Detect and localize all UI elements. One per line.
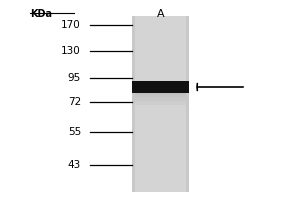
Bar xyxy=(135,95,186,97)
Bar xyxy=(135,100,186,102)
Text: 95: 95 xyxy=(68,73,81,83)
Text: KDa: KDa xyxy=(30,9,52,19)
Text: 72: 72 xyxy=(68,97,81,107)
Bar xyxy=(132,16,189,192)
Bar xyxy=(135,102,186,104)
Bar xyxy=(135,92,186,95)
Bar xyxy=(135,16,186,192)
Bar xyxy=(135,97,186,100)
Text: 43: 43 xyxy=(68,160,81,170)
Text: 170: 170 xyxy=(61,20,81,30)
Text: 130: 130 xyxy=(61,46,81,56)
Bar xyxy=(132,81,189,92)
Text: 55: 55 xyxy=(68,127,81,137)
Text: A: A xyxy=(157,9,164,19)
